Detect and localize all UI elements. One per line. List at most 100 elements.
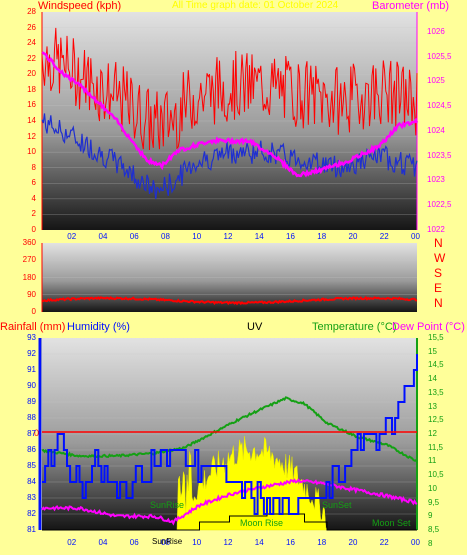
temperature-tick: 9	[428, 511, 433, 521]
barometer-tick: 1023,5	[427, 150, 452, 160]
windspeed-tick: 24	[27, 38, 36, 48]
temperature-tick: 15	[428, 346, 437, 356]
direction-tick: 0	[31, 307, 36, 316]
temperature-tick: 11	[428, 456, 437, 466]
uv-index-series	[42, 513, 417, 531]
dewpoint-axis-title: Dew Point (°C)	[392, 321, 465, 333]
barometer-series	[41, 51, 419, 178]
sunrise-label: SunRise	[150, 500, 185, 510]
temperature-tick: 10	[428, 483, 437, 493]
barometer-tick: 1025,5	[427, 51, 452, 61]
humidity-tick: 84	[27, 477, 36, 486]
windspeed-tick: 28	[27, 7, 36, 16]
temperature-tick: 15,5	[428, 333, 444, 342]
compass-label: N	[434, 296, 443, 310]
graph-date-title: All Time graph date: 01 October 2024	[172, 0, 339, 11]
barometer-axis-title: Barometer (mb)	[372, 0, 450, 12]
temperature-tick: 10,5	[428, 470, 444, 480]
time-tick: 18	[317, 232, 327, 241]
direction-tick: 270	[22, 255, 36, 265]
moonrise-label: Moon Rise	[240, 518, 284, 528]
windspeed-tick: 10	[27, 147, 36, 157]
time-tick: 22	[379, 232, 389, 241]
time-tick: 16	[286, 538, 295, 547]
sunrise-bottom-label: SunRise	[152, 537, 183, 546]
humidity-tick: 81	[27, 525, 36, 534]
time-tick: 10	[192, 538, 202, 547]
windspeed-tick: 22	[27, 53, 36, 63]
time-tick: 00	[411, 232, 420, 241]
humidity-tick: 90	[27, 381, 36, 390]
dewpoint-series	[41, 478, 418, 526]
humidity-tick: 87	[27, 429, 36, 438]
direction-tick: 360	[22, 238, 36, 247]
windspeed-tick: 16	[27, 100, 36, 110]
rainfall-zero-label: 0	[34, 428, 40, 438]
windspeed-tick: 4	[31, 193, 36, 203]
time-tick: 20	[348, 232, 358, 241]
barometer-tick: 1025	[427, 76, 445, 86]
time-tick: 14	[254, 232, 264, 241]
time-tick: 02	[67, 232, 77, 241]
windspeed-tick: 12	[27, 131, 36, 141]
barometer-tick: 1022	[427, 225, 445, 234]
barometer-tick: 1024,5	[427, 101, 452, 111]
barometer-tick: 1023	[427, 175, 445, 185]
time-tick: 12	[223, 232, 233, 241]
humidity-axis-title: Humidity (%)	[67, 321, 130, 333]
temperature-series	[41, 396, 418, 463]
humidity-tick: 82	[27, 509, 36, 518]
windspeed-tick: 26	[27, 22, 36, 32]
humidity-tick: 86	[27, 445, 36, 454]
windspeed-tick: 0	[31, 225, 36, 234]
temperature-tick: 8	[428, 538, 433, 548]
windspeed-tick: 2	[31, 209, 36, 219]
time-tick: 10	[192, 232, 202, 241]
wind-direction-series	[41, 295, 418, 306]
humidity-tick: 92	[27, 349, 36, 358]
temperature-tick: 13	[428, 401, 437, 411]
time-tick: 22	[379, 538, 389, 547]
time-tick: 08	[161, 538, 170, 547]
temperature-tick: 14,5	[428, 360, 444, 370]
humidity-tick: 93	[27, 333, 36, 342]
rainfall-axis-title: Rainfall (mm)	[0, 321, 66, 333]
compass-label: W	[434, 251, 446, 265]
time-tick: 16	[286, 232, 295, 241]
time-tick: 06	[129, 538, 139, 547]
temperature-tick: 13,5	[428, 387, 444, 397]
temperature-tick: 14	[428, 374, 437, 384]
humidity-series	[42, 354, 418, 515]
temperature-tick: 12,5	[428, 415, 444, 425]
temperature-tick: 12	[428, 429, 437, 438]
time-tick: 20	[348, 538, 358, 547]
temperature-tick: 9,5	[428, 497, 440, 507]
compass-label: S	[434, 266, 443, 280]
sunset-label: SunSet	[322, 500, 352, 510]
wind-average-series	[41, 113, 418, 199]
windspeed-tick: 14	[27, 116, 36, 125]
time-tick: 00	[411, 538, 420, 547]
time-tick: 04	[98, 538, 108, 547]
time-tick: 18	[317, 538, 327, 547]
humidity-tick: 91	[27, 365, 36, 374]
barometer-tick: 1024	[427, 125, 445, 135]
humidity-tick: 88	[27, 413, 36, 422]
moonset-label: Moon Set	[372, 518, 411, 528]
compass-label: E	[434, 281, 443, 295]
windspeed-tick: 8	[31, 162, 36, 172]
temperature-axis-title: Temperature (°C)	[312, 321, 397, 333]
time-tick: 08	[161, 232, 170, 241]
compass-label: N	[434, 236, 443, 250]
time-tick: 04	[98, 232, 108, 241]
windspeed-tick: 18	[27, 84, 36, 94]
direction-tick: 180	[22, 272, 36, 282]
uv-axis-title: UV	[247, 321, 263, 333]
time-tick: 02	[67, 538, 77, 547]
temperature-tick: 8,5	[428, 525, 440, 534]
humidity-tick: 85	[27, 461, 36, 470]
barometer-tick: 1026	[427, 26, 445, 36]
time-tick: 14	[254, 538, 264, 547]
direction-tick: 90	[27, 289, 36, 299]
